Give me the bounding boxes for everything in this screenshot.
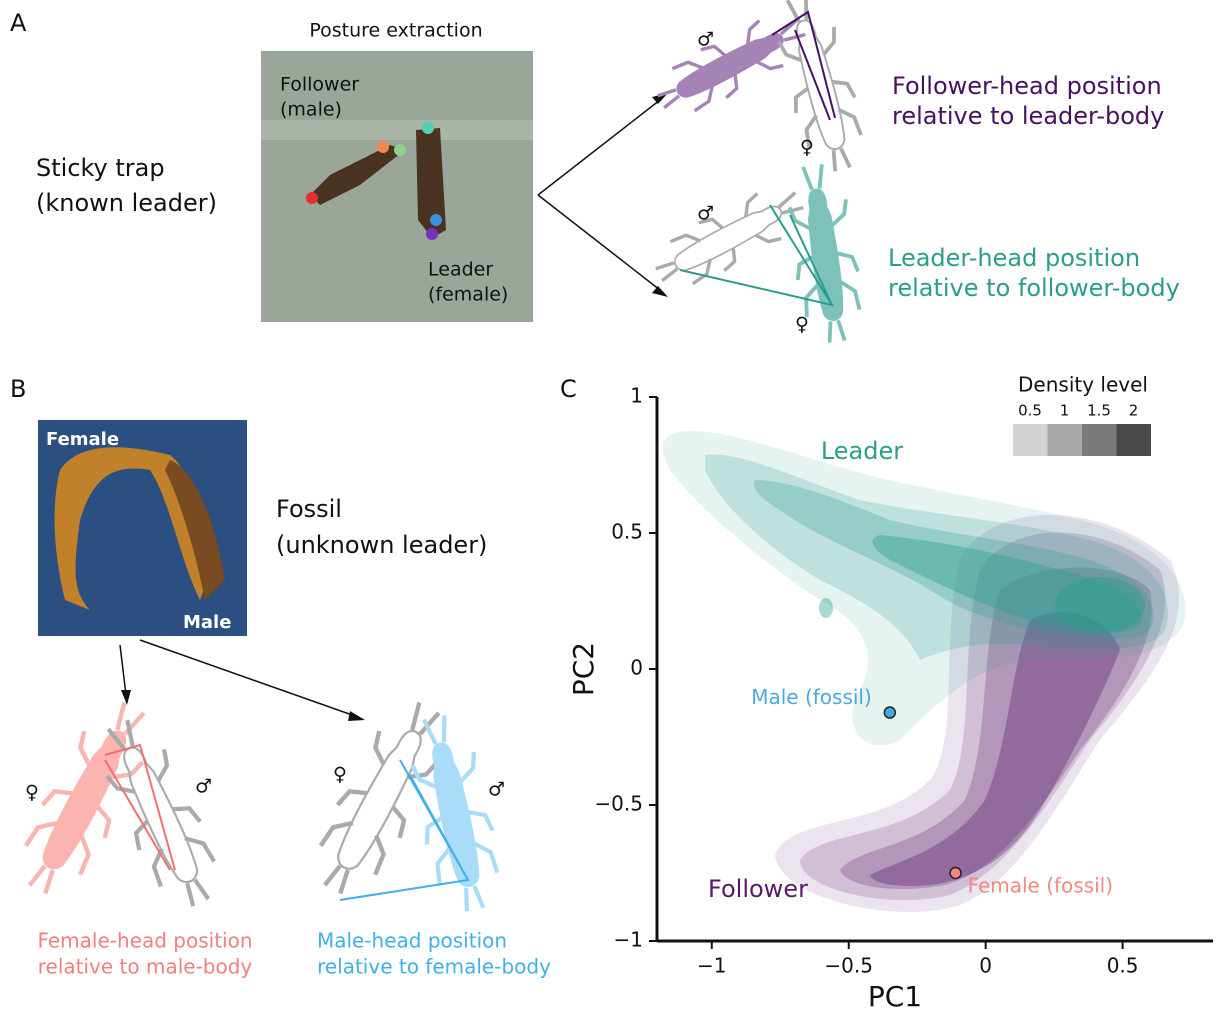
figure: A Posture extraction Sticky trap (known … [0,0,1218,1016]
insect [401,710,508,916]
arrowheads [121,690,365,721]
arrows [120,640,355,716]
y-tick-label: −1 [614,928,643,952]
photo-label: (female) [428,284,508,306]
point-label: Male (fossil) [751,685,872,709]
y-tick-label: 0 [630,656,643,680]
point [950,868,961,879]
insect-outline [767,0,872,177]
legend-swatch [1013,424,1048,456]
result-text: relative to male-body [38,955,253,979]
panel-label: A [10,9,27,37]
result-text: Leader-head position [888,244,1140,272]
result-text: relative to female-body [317,955,551,979]
result-text: relative to leader-body [892,102,1164,130]
condition-text: Sticky trap [36,154,165,182]
y-tick-label: 0.5 [611,520,643,544]
photo-label: (male) [280,99,342,121]
x-tick-label: 0 [979,954,992,978]
y-tick-label: −0.5 [594,792,643,816]
result-text: Male-head position [317,929,507,953]
insect [648,3,814,126]
result-text: Follower-head position [892,72,1162,100]
legend-swatch [1117,424,1152,456]
legend-level: 0.5 [1018,402,1042,420]
panel-label: C [560,375,577,403]
legend-swatch [1082,424,1117,456]
x-tick-label: 0.5 [1107,954,1139,978]
x-tick-label: −1 [697,954,726,978]
legend-title: Density level [1018,373,1148,397]
legend-level: 1.5 [1087,402,1111,420]
legend-level: 2 [1129,402,1139,420]
y-tick-label: 1 [630,384,643,408]
result-text: Female-head position [37,929,252,953]
sex-symbol: ♀ [800,137,814,159]
result-text: relative to follower-body [888,274,1180,302]
group-label: Leader [821,437,903,465]
sex-symbol: ♂ [488,779,505,801]
sex-symbol: ♂ [195,776,212,798]
photo-label: Female [46,429,119,450]
condition-text: Fossil [276,495,342,523]
point-label: Female (fossil) [968,874,1114,898]
sex-symbol: ♀ [795,314,809,336]
sex-symbol: ♂ [697,29,714,51]
photo-label: Leader [428,259,493,281]
condition-text: (unknown leader) [276,531,487,559]
insect-outline [301,691,460,906]
fossil-photo [38,420,247,636]
point [884,707,895,718]
y-axis-label: PC2 [567,642,600,696]
legend-swatch [1048,424,1083,456]
condition-text: (known leader) [36,189,217,217]
legend-level: 1 [1060,402,1070,420]
group-label: Follower [708,875,808,903]
sex-symbol: ♀ [333,764,347,786]
photo-label: Follower [280,74,359,96]
sex-symbol: ♂ [697,203,714,225]
photo-label: Male [183,612,231,633]
x-tick-label: −0.5 [824,954,873,978]
arrows [538,100,660,290]
image-title: Posture extraction [309,20,482,42]
panel-label: B [10,375,26,403]
sex-symbol: ♀ [25,782,39,804]
x-axis-label: PC1 [868,980,922,1013]
